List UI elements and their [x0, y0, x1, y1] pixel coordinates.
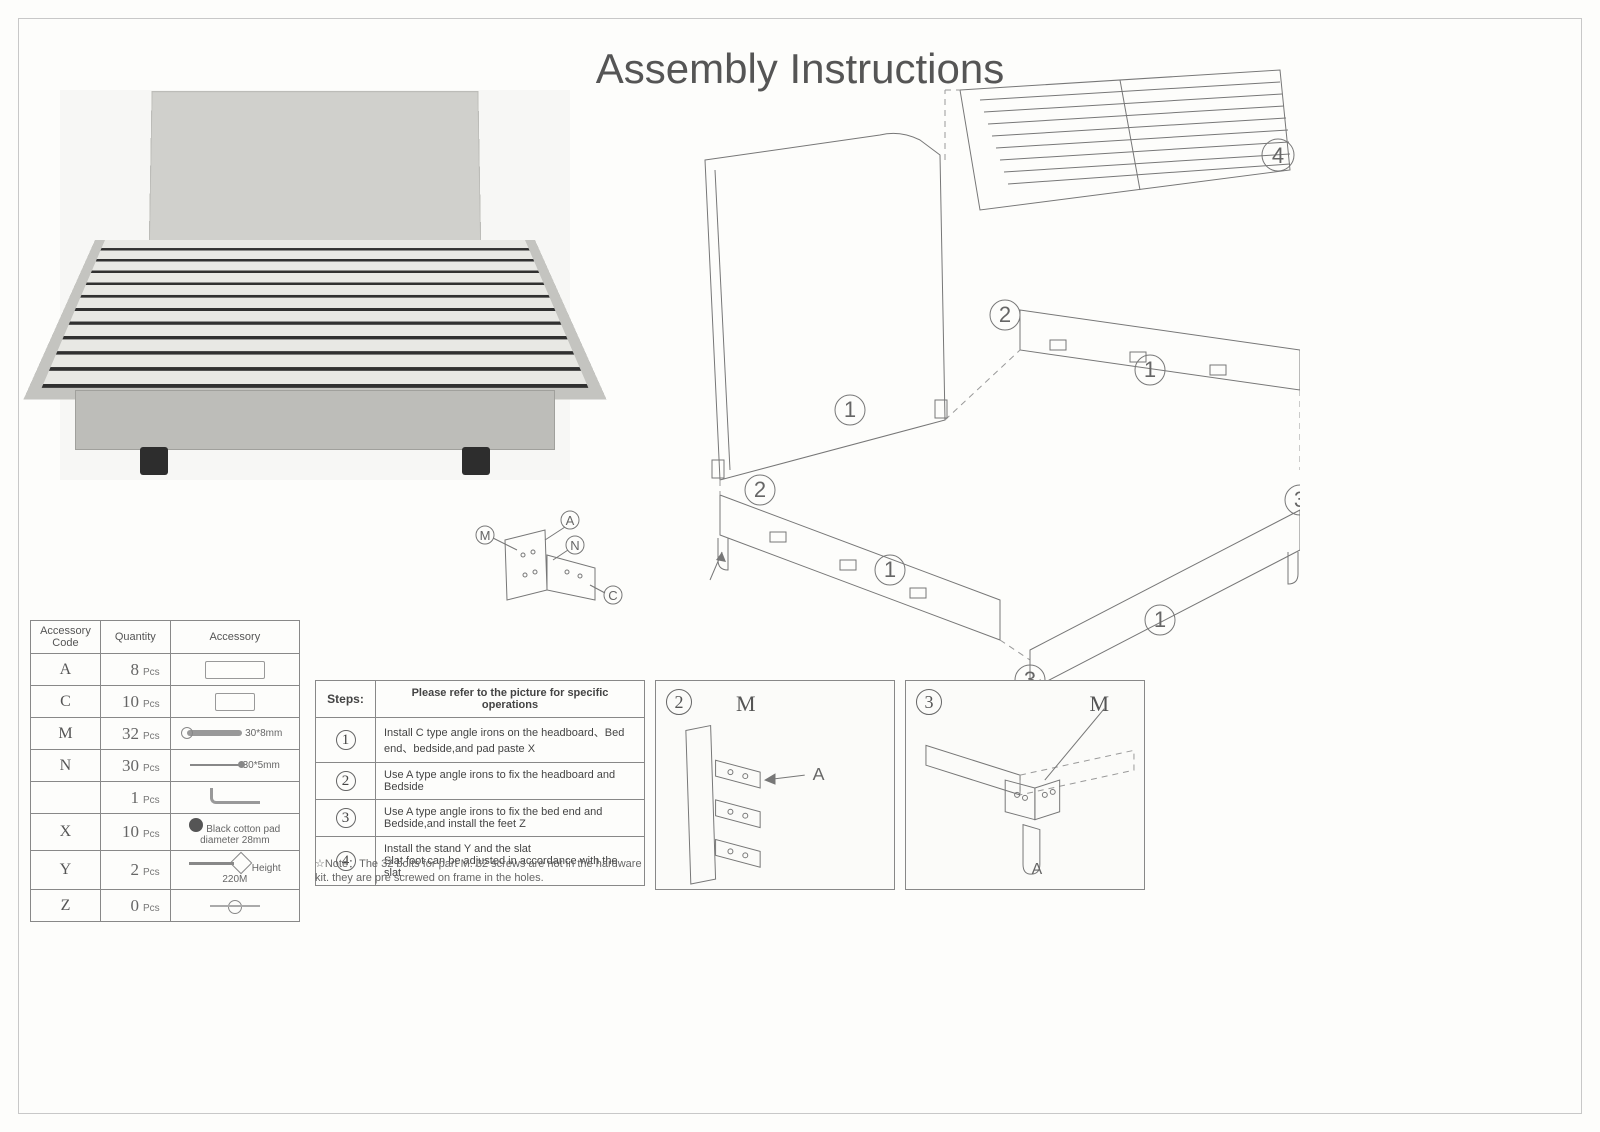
label-M: M [480, 528, 491, 543]
bracket-icon [215, 693, 255, 711]
detail-panel-2: 2 M A [655, 680, 895, 890]
table-row: M 32Pcs 30*8mm [31, 718, 300, 750]
bolt-icon [187, 730, 242, 736]
bracket-icon [205, 661, 265, 679]
accessory-table: Accessory Code Quantity Accessory A 8Pcs… [30, 620, 300, 922]
table-row: 1 Install C type angle irons on the head… [316, 718, 645, 763]
callout-4: 4 [1272, 143, 1284, 168]
panel-number: 2 [666, 689, 692, 715]
product-photo [60, 90, 570, 480]
photo-base [75, 390, 555, 450]
exploded-diagram: 4 2 2 3 3 1 1 1 1 [600, 40, 1300, 690]
table-row: C 10Pcs [31, 686, 300, 718]
table-row: Y 2Pcs Height 220M [31, 851, 300, 890]
callout-1c: 1 [1154, 607, 1166, 632]
callout-3a: 3 [1294, 487, 1300, 512]
col-code: Accessory Code [31, 621, 101, 654]
foot-icon [210, 896, 260, 912]
joint-inset: M A N C [475, 500, 625, 640]
panel-label-M: M [1089, 691, 1109, 717]
photo-slats [23, 240, 606, 400]
table-header-row: Steps: Please refer to the picture for s… [316, 681, 645, 718]
panel-number: 3 [916, 689, 942, 715]
col-acc: Accessory [170, 621, 299, 654]
footnote: ☆Note：The 32 bolts for part M. 32 screws… [315, 858, 650, 886]
panel2-label-A: A [813, 764, 825, 784]
label-A: A [566, 513, 575, 528]
steps-table: Steps: Please refer to the picture for s… [315, 680, 645, 886]
allen-key-icon [210, 788, 260, 804]
table-row: A 8Pcs [31, 654, 300, 686]
stand-icon [189, 855, 249, 871]
callout-2a: 2 [999, 302, 1011, 327]
photo-foot-right [462, 447, 490, 475]
screw-icon [190, 764, 240, 766]
table-row: 3 Use A type angle irons to fix the bed … [316, 800, 645, 837]
table-row: X 10Pcs Black cotton pad diameter 28mm [31, 814, 300, 851]
label-C: C [608, 588, 617, 603]
detail-panel-3: 3 M A [905, 680, 1145, 890]
pad-icon [189, 818, 203, 832]
table-row: N 30Pcs 30*5mm [31, 750, 300, 782]
label-N: N [570, 538, 579, 553]
panel-label-M: M [736, 691, 756, 717]
panel3-label-A: A [1032, 861, 1043, 878]
callout-2b: 2 [754, 477, 766, 502]
col-qty: Quantity [100, 621, 170, 654]
callout-1b: 1 [1144, 357, 1156, 382]
callout-1d: 1 [844, 397, 856, 422]
table-row: Z 0Pcs [31, 890, 300, 922]
table-row: 2 Use A type angle irons to fix the head… [316, 763, 645, 800]
table-header-row: Accessory Code Quantity Accessory [31, 621, 300, 654]
callout-1a: 1 [884, 557, 896, 582]
table-row: 1Pcs [31, 782, 300, 814]
photo-foot-left [140, 447, 168, 475]
